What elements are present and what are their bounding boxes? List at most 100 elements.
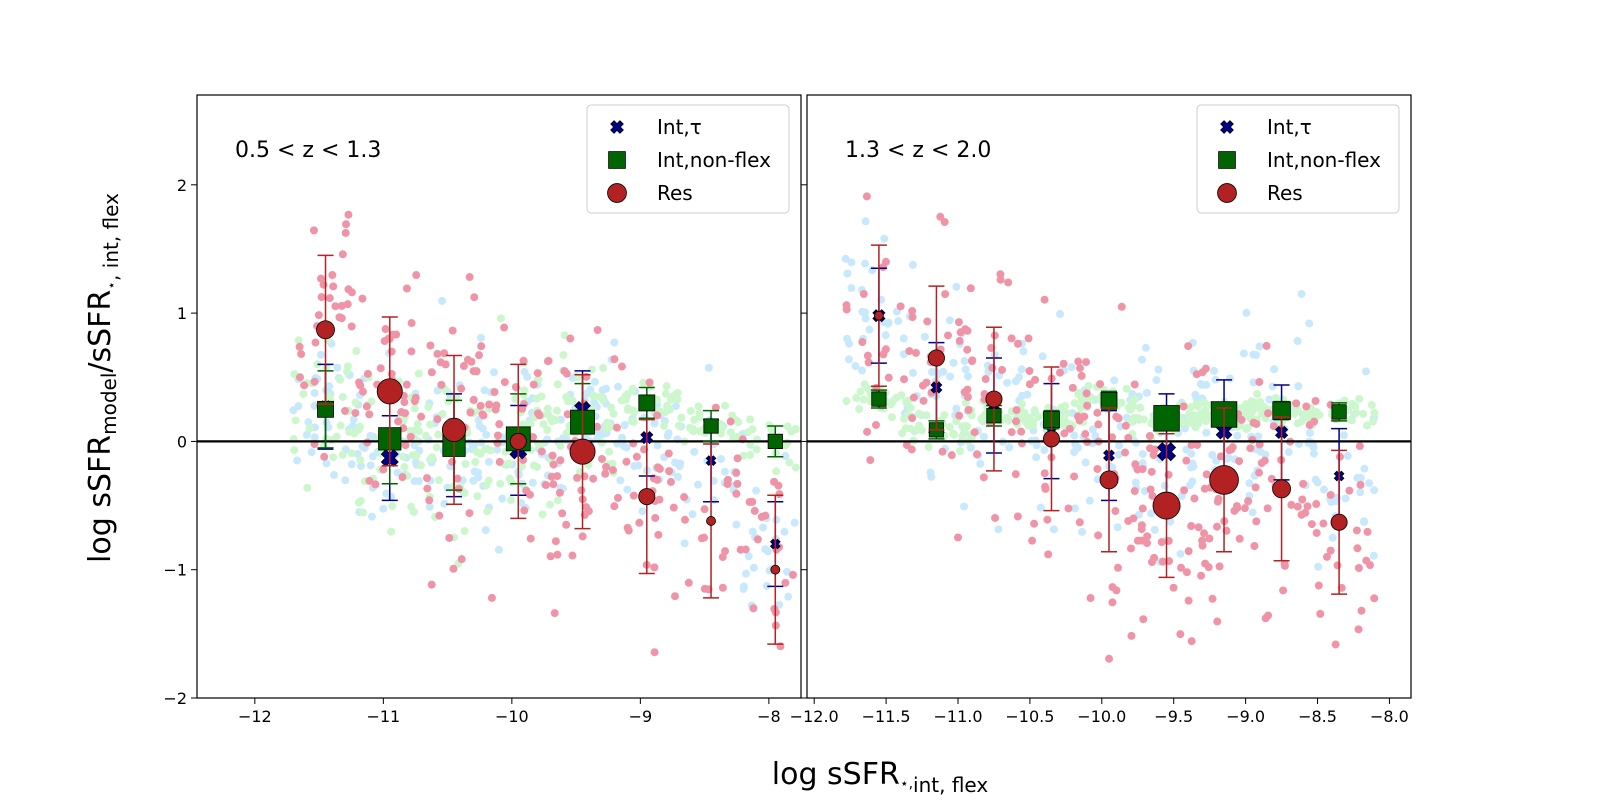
scatter-point: [1236, 421, 1245, 430]
scatter-point: [354, 400, 363, 409]
scatter-point: [316, 274, 325, 283]
scatter-point: [693, 480, 702, 489]
scatter-point: [1348, 399, 1357, 408]
scatter-point: [520, 398, 529, 407]
scatter-point: [384, 334, 393, 343]
scatter-point: [728, 481, 737, 490]
scatter-point: [544, 410, 553, 419]
scatter-point: [330, 471, 339, 480]
scatter-point: [966, 284, 975, 293]
scatter-point: [1302, 404, 1311, 413]
scatter-point: [933, 370, 942, 379]
scatter-point: [1137, 355, 1146, 364]
scatter-point: [630, 408, 639, 417]
scatter-cloud: [841, 192, 1379, 663]
scatter-point: [1370, 408, 1379, 417]
scatter-point: [627, 417, 636, 426]
scatter-point: [907, 445, 916, 454]
scatter-point: [547, 415, 556, 424]
scatter-point: [1298, 495, 1307, 504]
scatter-point: [736, 545, 745, 554]
scatter-point: [1040, 445, 1049, 454]
scatter-point: [1354, 625, 1363, 634]
scatter-point: [1287, 500, 1296, 509]
scatter-point: [461, 459, 470, 468]
scatter-point: [343, 300, 352, 309]
scatter-point: [1177, 398, 1186, 407]
scatter-point: [311, 373, 320, 382]
scatter-point: [954, 533, 963, 542]
scatter-point: [1185, 409, 1194, 418]
scatter-point: [623, 523, 632, 532]
scatter-point: [1150, 445, 1159, 454]
scatter-point: [1213, 617, 1222, 626]
scatter-point: [1028, 536, 1037, 545]
scatter-point: [550, 609, 559, 618]
scatter-point: [673, 388, 682, 397]
scatter-point: [545, 500, 554, 509]
scatter-point: [623, 405, 632, 414]
scatter-point: [1020, 408, 1029, 417]
scatter-point: [1190, 494, 1199, 503]
scatter-point: [1081, 458, 1090, 467]
scatter-point: [955, 446, 964, 455]
scatter-point: [500, 378, 509, 387]
scatter-point: [1366, 561, 1375, 570]
scatter-point: [739, 582, 748, 591]
scatter-point: [910, 427, 919, 436]
scatter-point: [983, 361, 992, 370]
scatter-point: [360, 477, 369, 486]
scatter-point: [477, 333, 486, 342]
scatter-point: [956, 339, 965, 348]
scatter-point: [660, 408, 669, 417]
scatter-point: [686, 407, 695, 416]
scatter-point: [398, 410, 407, 419]
scatter-point: [859, 290, 868, 299]
scatter-point: [1079, 417, 1088, 426]
scatter-point: [556, 415, 565, 424]
scatter-point: [726, 417, 735, 426]
scatter-point: [660, 416, 669, 425]
scatter-point: [1040, 469, 1049, 478]
scatter-point: [638, 507, 647, 516]
scatter-point: [629, 406, 638, 415]
scatter-point: [410, 441, 419, 450]
scatter-point: [426, 476, 435, 485]
scatter-point: [547, 456, 556, 465]
scatter-point: [1244, 497, 1253, 506]
scatter-point: [432, 443, 441, 452]
scatter-point: [519, 390, 528, 399]
scatter-point: [662, 382, 671, 391]
scatter-point: [364, 373, 373, 382]
scatter-point: [1057, 418, 1066, 427]
scatter-point: [347, 322, 356, 331]
scatter-point: [1251, 483, 1260, 492]
scatter-point: [1201, 559, 1210, 568]
scatter-point: [1032, 441, 1041, 450]
scatter-point: [965, 408, 974, 417]
scatter-point: [1309, 408, 1318, 417]
scatter-point: [650, 419, 659, 428]
scatter-point: [1136, 404, 1145, 413]
scatter-point: [697, 534, 706, 543]
scatter-point: [1228, 443, 1237, 452]
scatter-point: [954, 318, 963, 327]
scatter-point: [469, 367, 478, 376]
scatter-point: [544, 453, 553, 462]
scatter-point: [478, 410, 487, 419]
scatter-point: [966, 430, 975, 439]
scatter-point: [332, 432, 341, 441]
scatter-point: [543, 404, 552, 413]
scatter-point: [1198, 368, 1207, 377]
scatter-point: [842, 301, 851, 310]
scatter-point: [607, 403, 616, 412]
scatter-point: [342, 367, 351, 376]
scatter-point: [353, 449, 362, 458]
scatter-point: [1335, 452, 1344, 461]
scatter-point: [508, 460, 517, 469]
scatter-point: [859, 395, 868, 404]
scatter-point: [535, 411, 544, 420]
scatter-point: [1011, 377, 1020, 386]
scatter-point: [360, 374, 369, 383]
scatter-point: [961, 365, 970, 374]
